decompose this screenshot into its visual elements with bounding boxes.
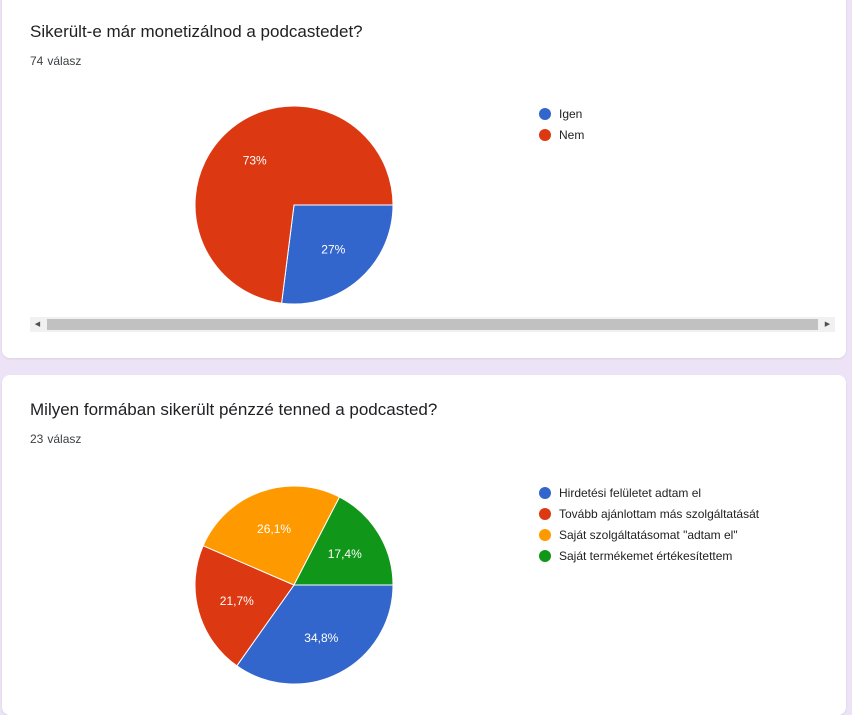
response-count: 74 válasz [30,54,81,68]
response-count-number: 74 [30,54,44,68]
scroll-left-arrow-icon[interactable]: ◀ [34,321,41,328]
legend-item-sajat-szolgaltatasomat-adtam-el[interactable]: Saját szolgáltatásomat "adtam el" [539,524,759,545]
legend: Igen Nem [539,103,584,145]
question-card-monetization-form: Milyen formában sikerült pénzzé tenned a… [2,375,846,715]
legend-label: Hirdetési felületet adtam el [559,485,702,500]
pie-slice-hirdetesi-feluletet-adtam-el[interactable] [236,584,394,685]
pie-chart-monetization-form: 34,8% 21,7% 26,1% 17,4% [194,485,394,685]
pie-slice-label: 17,4% [328,547,362,561]
legend-item-igen[interactable]: Igen [539,103,584,124]
pie-slice-igen[interactable] [281,204,394,305]
legend-label: Saját szolgáltatásomat "adtam el" [559,527,738,542]
pie-slice-label: 27% [321,243,345,257]
pie-slice-label: 21,7% [220,594,254,608]
pie-chart-monetized: 27% 73% [194,105,394,305]
response-count-label: válasz [47,54,82,68]
response-count: 23 válasz [30,432,81,446]
legend-label: Saját termékemet értékesítettem [559,548,733,563]
horizontal-scrollbar[interactable]: ◀ ▶ [30,317,835,332]
legend-item-sajat-termekemet-ertekesitettem[interactable]: Saját termékemet értékesítettem [539,545,759,566]
legend-item-nem[interactable]: Nem [539,124,584,145]
legend-swatch [539,128,551,141]
pie-slice-label: 26,1% [257,522,291,536]
legend-swatch [539,486,551,499]
legend-swatch [539,549,551,562]
pie-slice-sajat-szolgaltatasomat-adtam-el[interactable] [202,485,341,586]
legend-swatch [539,528,551,541]
pie-slice-label: 73% [243,153,267,167]
response-count-number: 23 [30,432,44,446]
scroll-right-arrow-icon[interactable]: ▶ [824,321,831,328]
legend-label: Igen [559,106,583,121]
legend-swatch [539,507,551,520]
pie-slice-sajat-termekemet-ertekesitettem[interactable] [293,496,394,586]
legend-swatch [539,107,551,120]
scrollbar-thumb[interactable] [47,319,818,330]
pie-slice-label: 34,8% [304,631,338,645]
legend-label: Nem [559,127,585,142]
pie-slice-tovabb-ajanlottam-mas-szolgaltatasat[interactable] [194,545,295,667]
response-count-label: válasz [47,432,82,446]
legend: Hirdetési felületet adtam el Tovább ajánl… [539,482,759,566]
question-title: Sikerült-e már monetizálnod a podcastede… [30,22,363,41]
question-title: Milyen formában sikerült pénzzé tenned a… [30,400,438,419]
pie-slice-nem[interactable] [194,105,394,304]
legend-item-tovabb-ajanlottam-mas-szolgaltatasat[interactable]: Tovább ajánlottam más szolgáltatását [539,503,759,524]
legend-item-hirdetesi-feluletet-adtam-el[interactable]: Hirdetési felületet adtam el [539,482,759,503]
legend-label: Tovább ajánlottam más szolgáltatását [559,506,760,521]
question-card-monetized: Sikerült-e már monetizálnod a podcastede… [2,0,846,358]
